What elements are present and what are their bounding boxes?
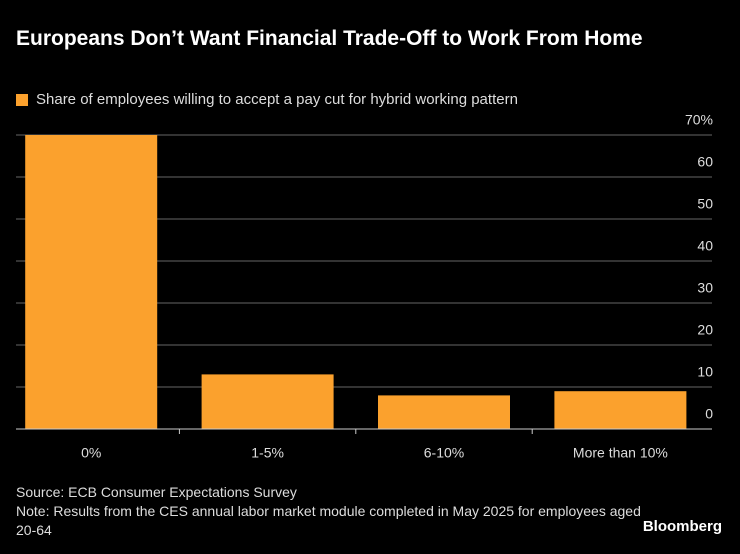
note: Note: Results from the CES annual labor …: [16, 503, 641, 538]
y-tick-label: 20: [697, 322, 713, 338]
y-tick-label: 40: [697, 238, 713, 254]
y-tick-label: 50: [697, 196, 713, 212]
source: Source: ECB Consumer Expectations Survey: [16, 484, 297, 500]
bar: [201, 374, 334, 429]
x-tick-label: More than 10%: [573, 445, 668, 461]
legend: Share of employees willing to accept a p…: [16, 91, 518, 108]
x-tick-label: 1-5%: [251, 445, 284, 461]
y-tick-label: 70%: [685, 112, 713, 128]
chart-title: Europeans Don’t Want Financial Trade-Off…: [16, 27, 643, 50]
y-tick-label: 30: [697, 280, 713, 296]
x-tick-label: 6-10%: [424, 445, 464, 461]
y-tick-label: 0: [705, 406, 713, 422]
bar: [25, 135, 158, 429]
chart: 0 10 20 30 40 50 60 70% 0% 1-5% 6-10% More than 10%: [16, 112, 713, 461]
legend-label: Share of employees willing to accept a p…: [36, 91, 518, 108]
x-tick-label: 0%: [81, 445, 101, 461]
brand: Bloomberg: [642, 518, 722, 535]
y-tick-label: 60: [697, 154, 713, 170]
bar: [378, 395, 510, 429]
y-tick-label: 10: [697, 364, 713, 380]
legend-swatch: [16, 93, 28, 106]
bar: [554, 391, 687, 429]
